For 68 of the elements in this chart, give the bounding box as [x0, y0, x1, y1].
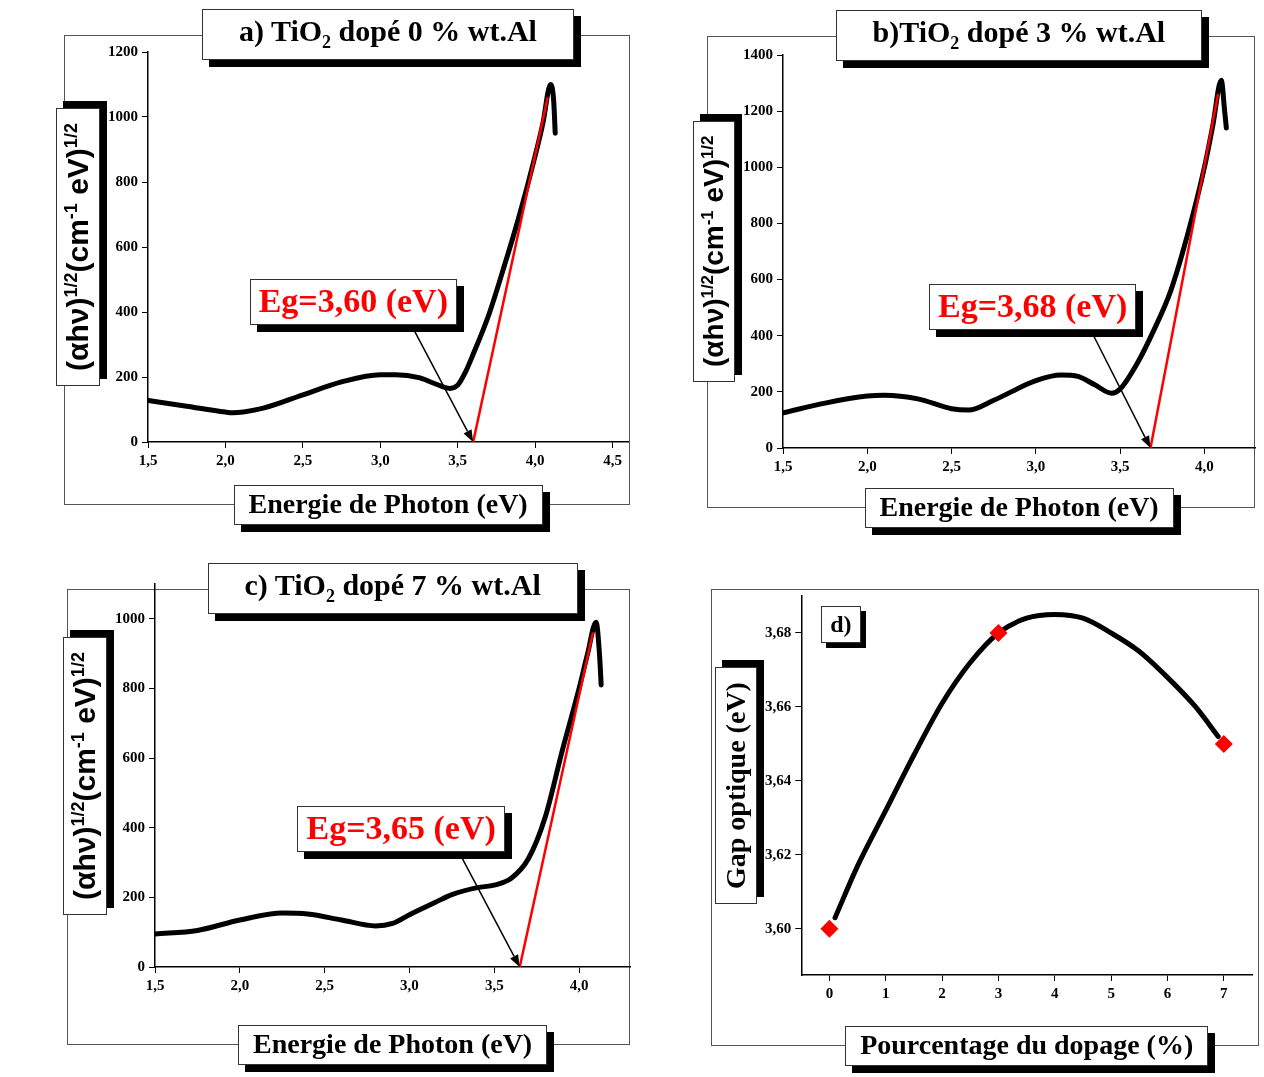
y-tick-label: 800	[122, 679, 145, 696]
y-tick-label: 1400	[743, 45, 773, 62]
x-tick-label: 2,5	[293, 451, 313, 468]
annotation: Eg=3,60 (eV)	[249, 278, 457, 325]
y-tick-label: 400	[115, 302, 138, 319]
x-tick-label: 3	[994, 984, 1003, 1001]
y-tick-label: 400	[750, 326, 773, 343]
chart-title: b)TiO$_{2}$ dopé 3 % wt.Al	[835, 10, 1203, 61]
x-tick-label: 4,0	[569, 976, 589, 993]
chart-title: c) TiO$_{2}$ dopé 7 % wt.Al	[207, 563, 578, 614]
x-tick-label: 2,0	[857, 457, 877, 474]
y-tick-label: 1200	[743, 102, 773, 119]
x-tick-label: 2,5	[942, 457, 961, 474]
x-axis-title: Energie de Photon (eV)	[238, 1025, 548, 1065]
x-tick-label: 3,0	[370, 451, 390, 468]
y-tick-label: 600	[750, 270, 773, 287]
annotation: Eg=3,65 (eV)	[297, 806, 505, 853]
x-tick-label: 2,5	[315, 976, 335, 993]
annotation: Eg=3,68 (eV)	[928, 283, 1137, 330]
y-tick-label: 1000	[108, 107, 138, 124]
y-tick-label: 1200	[108, 42, 138, 59]
y-tick-label: 3,66	[765, 697, 792, 714]
y-tick-label: 3,64	[765, 771, 792, 788]
x-tick-label: 3,0	[400, 976, 419, 993]
y-tick-label: 3,68	[765, 623, 792, 640]
point	[1214, 734, 1233, 753]
x-tick-label: 3,5	[484, 976, 504, 993]
x-tick-label: 2,0	[230, 976, 250, 993]
y-tick-label: 200	[750, 382, 773, 399]
text: d)	[821, 606, 861, 643]
y-tick-label: 800	[115, 172, 138, 189]
x-tick-label: 4	[1051, 984, 1060, 1001]
y-tick-label: 3,60	[765, 919, 792, 936]
x-tick-label: 1	[882, 984, 890, 1001]
y-tick-label: 400	[122, 818, 145, 835]
x-tick-label: 2	[938, 984, 946, 1001]
y-tick-label: 0	[137, 957, 145, 974]
y-tick-label: 600	[122, 748, 145, 765]
x-axis-title: Pourcentage du dopage (%)	[845, 1026, 1209, 1066]
y-tick-label: 1000	[743, 158, 773, 175]
x-axis-title: Energie de Photon (eV)	[864, 488, 1174, 528]
y-tick-label: 0	[130, 432, 138, 449]
x-tick-label: 3,5	[1110, 457, 1130, 474]
x-tick-label: 0	[825, 984, 834, 1001]
y-tick-label: 200	[122, 888, 145, 905]
x-tick-label: 1,5	[138, 451, 158, 468]
y-tick-label: 600	[115, 237, 138, 254]
x-tick-label: 7	[1220, 984, 1229, 1001]
x-tick-label: 1,5	[773, 457, 793, 474]
x-tick-label: 1,5	[145, 976, 165, 993]
y-tick-label: 3,62	[765, 845, 792, 862]
y-tick-label: 1000	[115, 609, 145, 626]
point	[820, 919, 839, 938]
y-tick-label: 800	[750, 214, 773, 231]
y-tick-label: 0	[765, 438, 773, 455]
x-tick-label: 5	[1107, 984, 1115, 1001]
y-axis-title: Gap optique (eV)	[715, 667, 757, 904]
point	[989, 623, 1008, 642]
x-tick-label: 4,0	[1195, 457, 1214, 474]
x-tick-label: 3,5	[448, 451, 468, 468]
chart-title: a) TiO$_{2}$ dopé 0 % wt.Al	[202, 9, 574, 60]
x-tick-label: 3,0	[1026, 457, 1046, 474]
x-tick-label: 4,5	[603, 451, 622, 468]
x-tick-label: 2,0	[216, 451, 235, 468]
x-tick-label: 6	[1163, 984, 1172, 1001]
x-axis-title: Energie de Photon (eV)	[233, 485, 543, 525]
y-tick-label: 200	[115, 367, 138, 384]
x-tick-label: 4,0	[525, 451, 545, 468]
